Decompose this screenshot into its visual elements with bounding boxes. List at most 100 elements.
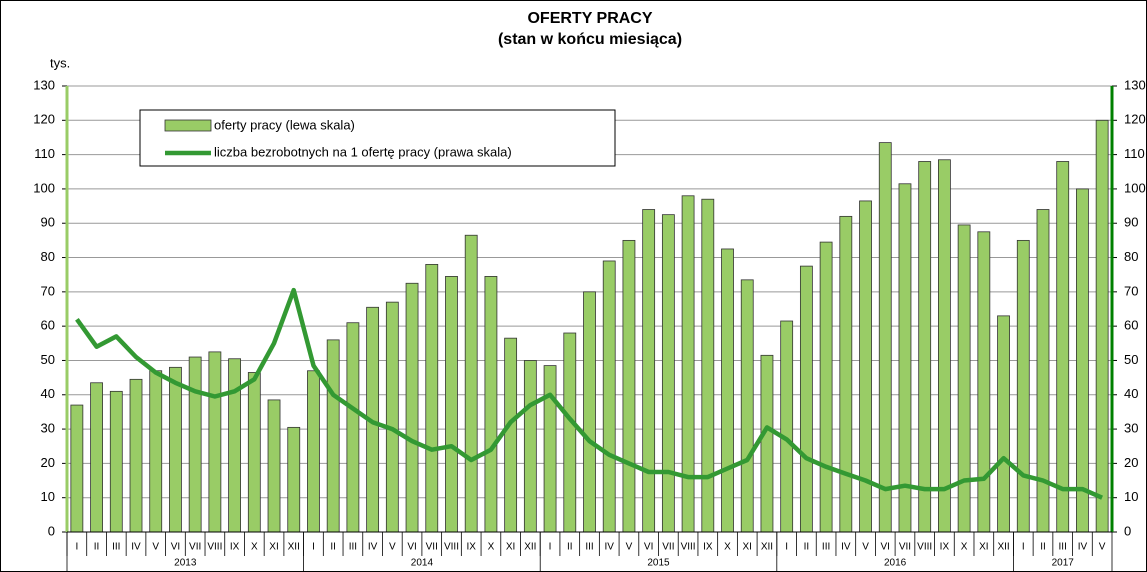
bar	[918, 161, 932, 533]
line-series	[75, 287, 1104, 500]
x-tick-label: II	[567, 542, 573, 553]
y2-tick-label: 80	[1124, 249, 1138, 264]
x-tick-label: X	[961, 542, 968, 553]
x-tick-label: IV	[841, 542, 851, 553]
bar	[977, 231, 991, 533]
x-tick-label: I	[549, 542, 552, 553]
x-tick-label: VIII	[207, 542, 222, 553]
bar	[326, 339, 340, 533]
bar	[484, 276, 498, 533]
x-tick-label: XI	[506, 542, 515, 553]
y-unit-label: tys.	[50, 55, 70, 70]
y-tick-label: 40	[41, 386, 55, 401]
x-tick-label: VII	[426, 542, 438, 553]
x-tick-label: VII	[899, 542, 911, 553]
bar	[405, 282, 419, 533]
y-tick-label: 110	[34, 146, 55, 161]
x-tick-label: I	[1022, 542, 1025, 553]
x-tick-label: VI	[881, 542, 890, 553]
y2-tick-label: 50	[1124, 352, 1138, 367]
bar	[109, 390, 123, 533]
y-tick-label: 80	[41, 249, 55, 264]
bar	[504, 337, 518, 533]
bar	[523, 360, 537, 533]
x-tick-label: II	[1040, 542, 1046, 553]
bar	[721, 248, 734, 533]
x-tick-label: IX	[466, 542, 476, 553]
bar	[1016, 239, 1030, 533]
y-tick-label: 0	[48, 523, 55, 538]
bar	[602, 260, 616, 533]
x-tick-label: III	[112, 542, 120, 553]
y2-tick-label: 40	[1124, 386, 1138, 401]
x-tick-label: VI	[644, 542, 653, 553]
x-tick-label: III	[349, 542, 357, 553]
bar	[740, 279, 754, 533]
x-tick-label: IX	[703, 542, 713, 553]
legend-swatch	[164, 119, 212, 132]
legend-label: liczba bezrobotnych na 1 ofertę pracy (p…	[214, 144, 512, 159]
bar	[267, 399, 281, 533]
y2-tick-label: 100	[1124, 180, 1146, 195]
chart-subtitle: (stan w końcu miesiąca)	[498, 31, 682, 48]
x-tick-label: V	[1099, 542, 1106, 553]
x-tick-label: VIII	[917, 542, 932, 553]
x-tick-label: IV	[368, 542, 378, 553]
y2-tick-label: 130	[1124, 77, 1146, 92]
bar	[169, 366, 182, 533]
y-tick-label: 100	[33, 180, 55, 195]
x-tick-label: X	[724, 542, 731, 553]
x-tick-label: VI	[407, 542, 416, 553]
bar	[878, 142, 892, 533]
x-tick-label: XI	[269, 542, 278, 553]
legend-box	[139, 109, 616, 167]
bar	[938, 159, 951, 533]
bar	[425, 263, 439, 533]
bar	[208, 351, 222, 533]
y2-tick-label: 0	[1124, 523, 1131, 538]
bar	[799, 265, 813, 533]
x-tick-label: V	[626, 542, 633, 553]
bar	[957, 224, 971, 533]
bar	[681, 195, 695, 533]
x-tick-label: V	[152, 542, 159, 553]
x-tick-label: II	[804, 542, 810, 553]
x-tick-label: III	[1059, 542, 1067, 553]
x-tick-label: III	[585, 542, 593, 553]
x-tick-label: XI	[979, 542, 988, 553]
y2-tick-label: 120	[1124, 112, 1146, 127]
chart-title: OFERTY PRACY	[527, 10, 652, 27]
year-label: 2017	[1052, 558, 1075, 569]
x-tick-label: IV	[131, 542, 141, 553]
y2-tick-label: 60	[1124, 318, 1138, 333]
bar	[188, 356, 202, 533]
x-tick-label: XI	[743, 542, 752, 553]
bar	[385, 301, 399, 533]
bar	[70, 404, 84, 533]
x-tick-label: I	[75, 542, 78, 553]
bar	[898, 183, 912, 533]
y2-tick-label: 10	[1124, 489, 1138, 504]
bar	[90, 382, 103, 533]
x-tick-label: X	[488, 542, 495, 553]
bar	[819, 241, 833, 533]
bar	[780, 320, 794, 533]
bar	[543, 365, 557, 533]
bar	[149, 370, 163, 533]
year-label: 2015	[647, 558, 670, 569]
bar	[760, 354, 774, 533]
x-tick-label: I	[312, 542, 315, 553]
y-tick-label: 30	[41, 421, 55, 436]
bar	[228, 358, 241, 533]
bar	[346, 322, 360, 533]
legend-label: oferty pracy (lewa skala)	[214, 117, 355, 132]
x-tick-label: II	[94, 542, 100, 553]
x-tick-label: III	[822, 542, 830, 553]
bar	[1095, 119, 1109, 533]
bar	[622, 239, 636, 533]
y-tick-label: 70	[41, 283, 55, 298]
bar	[997, 315, 1010, 533]
x-tick-label: V	[389, 542, 396, 553]
bar	[287, 426, 301, 533]
bar	[445, 276, 458, 533]
